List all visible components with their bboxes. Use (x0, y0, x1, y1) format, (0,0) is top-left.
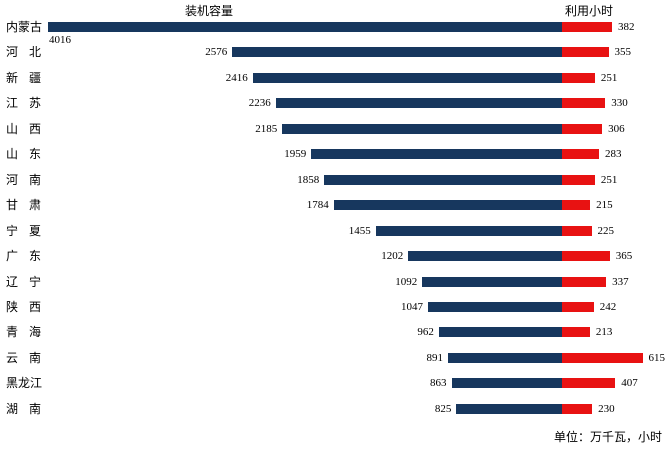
capacity-value: 825 (434, 402, 452, 415)
hours-value: 330 (611, 97, 628, 110)
capacity-value: 4016 (49, 34, 71, 46)
category-label: 江苏 (6, 96, 41, 111)
hours-value: 306 (608, 122, 625, 135)
capacity-bar (282, 123, 562, 134)
hours-value: 251 (600, 71, 618, 84)
hours-bar (562, 149, 599, 160)
capacity-bar (252, 72, 562, 83)
hours-bar (562, 123, 603, 134)
hours-bar (562, 47, 609, 58)
capacity-bar (438, 327, 562, 338)
capacity-value: 2576 (205, 46, 228, 59)
capacity-bar (428, 301, 562, 312)
category-label: 青海 (6, 325, 41, 340)
category-label: 黑龙江 (6, 376, 43, 391)
capacity-bar (375, 225, 562, 236)
hours-column-title: 利用小时 (565, 4, 614, 18)
hours-bar (562, 403, 593, 414)
capacity-bar (408, 251, 562, 262)
hours-value: 225 (597, 224, 615, 237)
hours-value: 242 (599, 300, 617, 313)
hours-value: 355 (614, 46, 632, 59)
capacity-value: 1047 (401, 300, 423, 313)
capacity-value: 2185 (255, 122, 278, 135)
category-label: 河北 (6, 45, 41, 60)
hours-bar (562, 72, 595, 83)
hours-value: 213 (595, 326, 613, 339)
capacity-value: 891 (426, 351, 444, 364)
hours-bar (562, 174, 595, 185)
category-label: 湖南 (6, 401, 41, 416)
hours-bar (562, 225, 592, 236)
capacity-column-title: 装机容量 (185, 4, 234, 18)
capacity-bar (448, 352, 562, 363)
hours-value: 215 (596, 199, 613, 212)
hours-bar (562, 352, 643, 363)
category-label: 甘肃 (6, 198, 41, 213)
capacity-value: 2416 (225, 71, 248, 84)
category-label: 内蒙古 (6, 20, 43, 34)
category-label: 河南 (6, 172, 41, 187)
capacity-value: 1784 (306, 199, 329, 212)
category-label: 云南 (6, 350, 41, 365)
capacity-bar (333, 200, 562, 211)
category-label: 辽宁 (6, 274, 41, 289)
capacity-value: 863 (430, 377, 447, 390)
hours-value: 365 (615, 250, 633, 263)
capacity-bar (311, 149, 562, 160)
capacity-bar (451, 378, 562, 389)
hours-bar (562, 200, 591, 211)
category-label: 山东 (6, 147, 41, 162)
hours-value: 251 (600, 173, 618, 186)
capacity-value: 1959 (284, 148, 307, 161)
capacity-bar (48, 22, 562, 32)
category-label: 陕西 (6, 299, 41, 314)
capacity-value: 1202 (381, 250, 404, 263)
hours-value: 337 (612, 275, 629, 288)
unit-note: 单位：万千瓦，小时 (553, 430, 662, 444)
hours-bar (562, 327, 590, 338)
capacity-value: 2236 (248, 97, 271, 110)
hours-value: 230 (598, 402, 615, 415)
capacity-bar (275, 98, 562, 109)
hours-value: 407 (621, 377, 638, 390)
hours-bar (562, 276, 607, 287)
hours-value: 382 (618, 21, 635, 33)
category-label: 山西 (6, 121, 41, 136)
hours-bar (562, 378, 616, 389)
capacity-bar (456, 403, 562, 414)
hours-bar (562, 301, 594, 312)
capacity-value: 1455 (348, 224, 371, 237)
capacity-bar (324, 174, 562, 185)
category-label: 新疆 (6, 70, 41, 85)
category-label: 广东 (6, 249, 41, 264)
hours-bar (562, 98, 606, 109)
hours-value: 615 (648, 351, 666, 364)
hours-value: 283 (605, 148, 622, 161)
capacity-bar (422, 276, 562, 287)
capacity-value: 962 (417, 326, 434, 339)
capacity-value: 1858 (297, 173, 320, 186)
hours-bar (562, 251, 610, 262)
capacity-value: 1092 (395, 275, 418, 288)
capacity-bar (232, 47, 562, 58)
category-label: 宁夏 (6, 223, 41, 238)
hours-bar (562, 22, 612, 32)
